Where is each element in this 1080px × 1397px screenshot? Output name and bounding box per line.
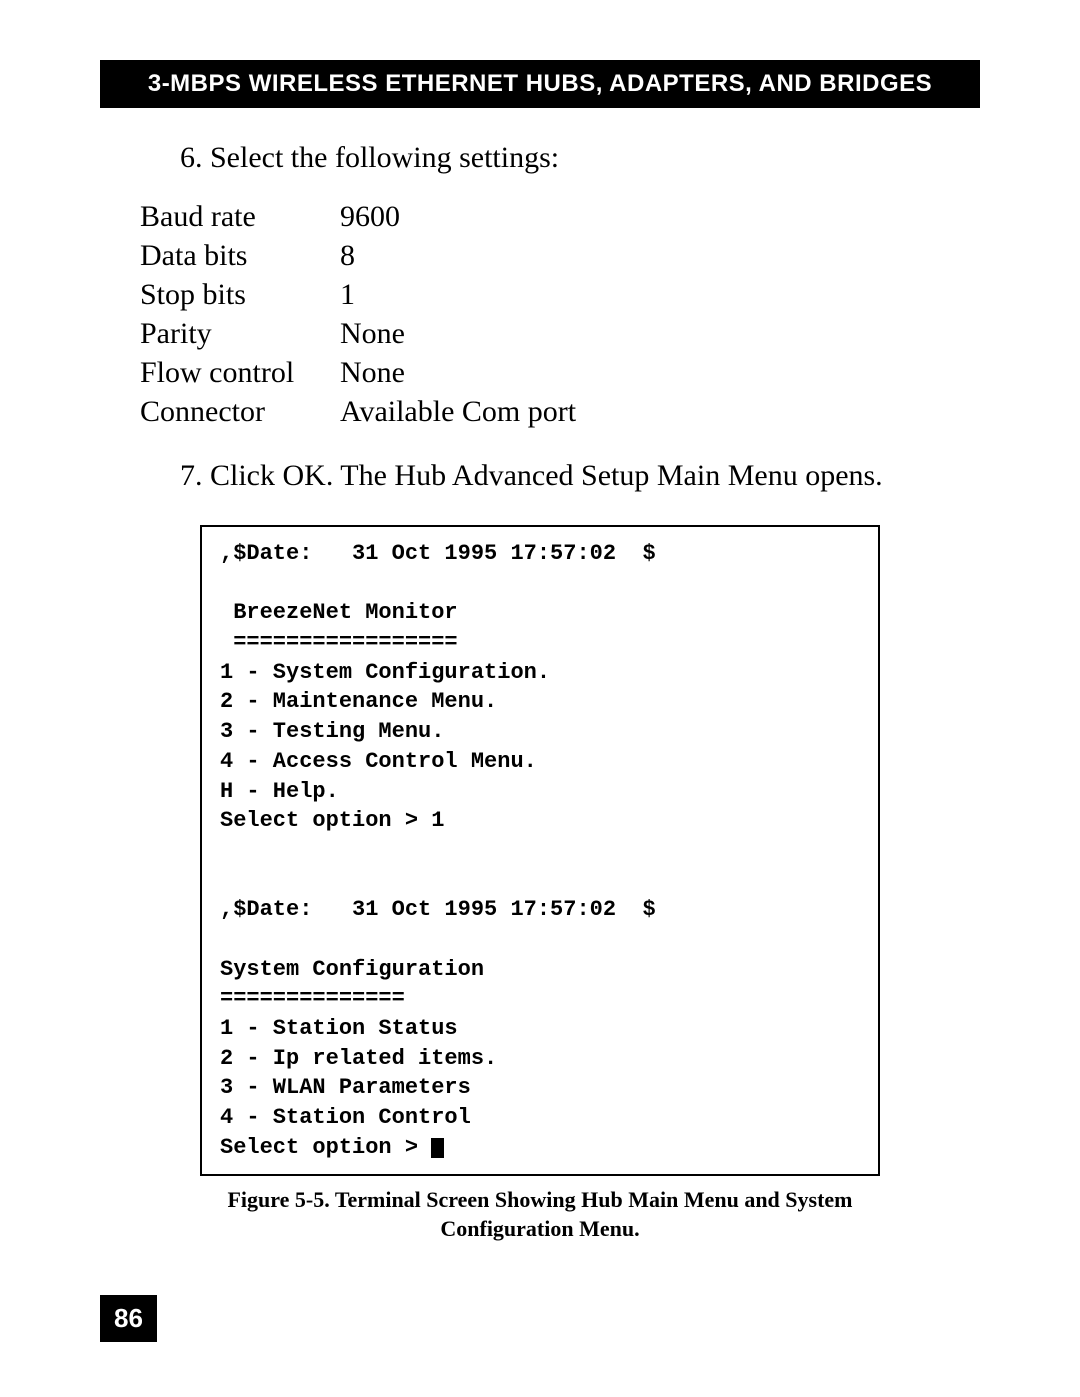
settings-row: Baud rate 9600 <box>140 197 960 236</box>
cursor-icon <box>431 1138 444 1158</box>
settings-label: Stop bits <box>140 275 340 314</box>
step-7-text: 7. Click OK. The Hub Advanced Setup Main… <box>180 456 960 495</box>
terminal-line: System Configuration <box>220 957 484 982</box>
settings-label: Flow control <box>140 353 340 392</box>
settings-row: Stop bits 1 <box>140 275 960 314</box>
page-number: 86 <box>100 1295 157 1342</box>
settings-row: Parity None <box>140 314 960 353</box>
settings-label: Connector <box>140 392 340 431</box>
terminal-line: ============== <box>220 986 405 1011</box>
settings-label: Baud rate <box>140 197 340 236</box>
terminal-line: 4 - Access Control Menu. <box>220 749 537 774</box>
figure-caption: Figure 5-5. Terminal Screen Showing Hub … <box>120 1186 960 1243</box>
terminal-line: 3 - Testing Menu. <box>220 719 444 744</box>
page-header: 3-MBPS WIRELESS ETHERNET HUBS, ADAPTERS,… <box>100 60 980 108</box>
terminal-line: 2 - Ip related items. <box>220 1046 497 1071</box>
terminal-line: ================= <box>220 630 458 655</box>
page-content: 6. Select the following settings: Baud r… <box>100 108 980 1244</box>
terminal-line: BreezeNet Monitor <box>220 600 458 625</box>
settings-label: Data bits <box>140 236 340 275</box>
settings-value: None <box>340 353 960 392</box>
terminal-line: 2 - Maintenance Menu. <box>220 689 497 714</box>
settings-label: Parity <box>140 314 340 353</box>
settings-value: None <box>340 314 960 353</box>
terminal-line: 3 - WLAN Parameters <box>220 1075 471 1100</box>
terminal-line: H - Help. <box>220 779 339 804</box>
settings-row: Connector Available Com port <box>140 392 960 431</box>
settings-value: Available Com port <box>340 392 960 431</box>
terminal-screen: ,$Date: 31 Oct 1995 17:57:02 $ BreezeNet… <box>200 525 880 1176</box>
terminal-line: ,$Date: 31 Oct 1995 17:57:02 $ <box>220 897 656 922</box>
settings-row: Flow control None <box>140 353 960 392</box>
header-title: 3-MBPS WIRELESS ETHERNET HUBS, ADAPTERS,… <box>148 70 932 97</box>
terminal-line: ,$Date: 31 Oct 1995 17:57:02 $ <box>220 541 656 566</box>
settings-value: 8 <box>340 236 960 275</box>
settings-value: 9600 <box>340 197 960 236</box>
terminal-line: 1 - System Configuration. <box>220 660 550 685</box>
terminal-line: Select option > 1 <box>220 808 444 833</box>
terminal-line: 1 - Station Status <box>220 1016 458 1041</box>
step-6-text: 6. Select the following settings: <box>180 138 960 177</box>
settings-value: 1 <box>340 275 960 314</box>
terminal-line: 4 - Station Control <box>220 1105 471 1130</box>
terminal-line: Select option > <box>220 1135 431 1160</box>
settings-table: Baud rate 9600 Data bits 8 Stop bits 1 P… <box>140 197 960 431</box>
settings-row: Data bits 8 <box>140 236 960 275</box>
